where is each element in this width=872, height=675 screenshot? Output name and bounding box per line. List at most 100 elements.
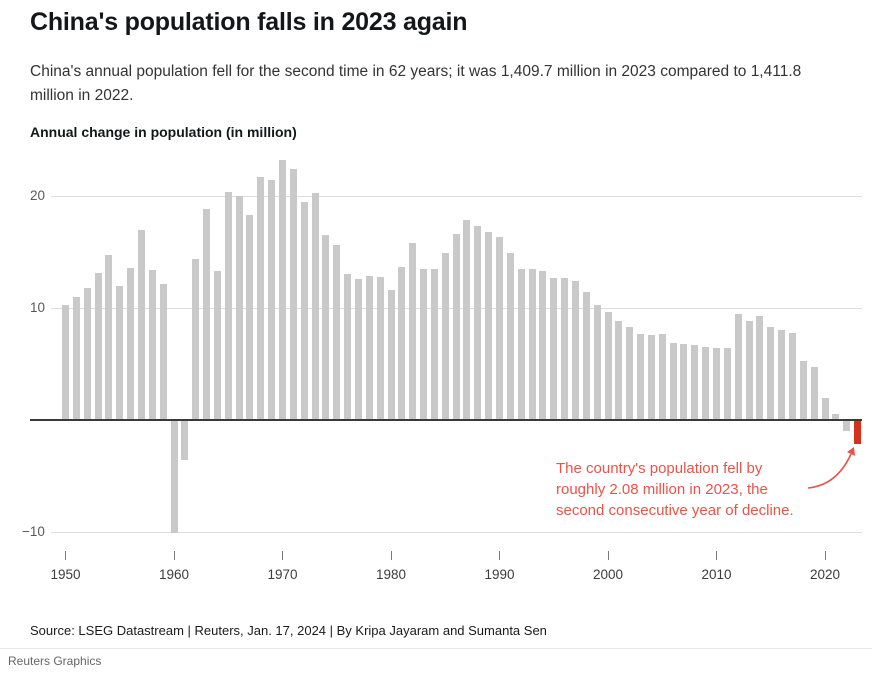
bar-2008 [691, 345, 699, 420]
chart-annotation: The country's population fell by roughly … [556, 458, 794, 521]
bar-2016 [778, 330, 786, 420]
bar-1962 [192, 259, 200, 420]
bar-1988 [474, 226, 482, 420]
bar-1960 [170, 421, 178, 533]
x-axis-label: 2000 [592, 567, 624, 582]
x-tick [716, 551, 717, 560]
bar-2002 [626, 327, 634, 420]
x-tick [499, 551, 500, 560]
bar-1969 [268, 180, 276, 420]
bar-1984 [430, 269, 438, 420]
bar-1957 [137, 230, 145, 420]
bar-1994 [539, 271, 547, 420]
annotation-line: second consecutive year of decline. [556, 502, 794, 519]
annotation-line: The country's population fell by [556, 460, 763, 477]
bar-1979 [376, 277, 384, 420]
bar-2015 [767, 327, 775, 420]
chart-heading: Annual change in population (in million) [30, 124, 297, 140]
zero-axis-line [30, 419, 862, 421]
x-axis-label: 2010 [701, 567, 732, 582]
bar-1997 [572, 281, 579, 420]
credit-bar: Reuters Graphics [0, 648, 872, 668]
bar-1991 [506, 253, 514, 420]
bar-1961 [181, 421, 189, 460]
bar-2004 [647, 335, 655, 420]
bar-2010 [713, 348, 720, 420]
bar-2007 [680, 344, 688, 420]
bar-2003 [637, 334, 644, 420]
bar-2021 [832, 414, 840, 420]
bar-1963 [203, 209, 210, 420]
bar-1959 [159, 284, 167, 420]
x-tick [824, 551, 826, 560]
y-axis-label: −10 [22, 523, 51, 541]
bar-1950 [62, 305, 69, 420]
bar-1992 [517, 269, 525, 420]
bar-1954 [105, 255, 113, 420]
bar-2023-highlight [854, 421, 861, 444]
bar-1995 [550, 278, 558, 420]
bar-1970 [279, 160, 286, 420]
bar-2005 [658, 334, 666, 420]
bar-2013 [745, 321, 753, 420]
y-gridline [30, 531, 862, 533]
bar-1989 [485, 232, 493, 420]
bar-1967 [246, 215, 254, 420]
bar-2000 [604, 312, 612, 420]
bar-1998 [582, 292, 590, 420]
bar-1972 [300, 202, 308, 420]
bar-2014 [756, 316, 764, 420]
bar-2022 [843, 421, 851, 431]
bar-1977 [354, 279, 362, 420]
bar-2001 [615, 321, 623, 420]
x-axis-label: 2020 [809, 567, 841, 582]
subtitle: China's annual population fell for the s… [30, 63, 802, 105]
bar-1958 [148, 270, 156, 420]
bar-1986 [452, 234, 460, 420]
bar-2020 [821, 398, 829, 420]
bar-2019 [810, 367, 818, 420]
page-title: China's population falls in 2023 again [30, 8, 468, 36]
bar-1956 [127, 268, 135, 420]
bar-1993 [528, 269, 536, 420]
bar-1976 [344, 274, 352, 420]
x-tick [173, 551, 175, 560]
bar-1981 [398, 267, 406, 420]
bar-1952 [83, 288, 91, 420]
bar-1951 [72, 297, 80, 420]
x-axis-label: 1950 [50, 567, 81, 582]
bar-1955 [116, 286, 124, 420]
source-line: Source: LSEG Datastream | Reuters, Jan. … [30, 623, 547, 638]
y-axis-label: 10 [30, 299, 52, 317]
x-axis-label: 1960 [158, 567, 190, 582]
bar-1965 [224, 192, 232, 420]
bar-1996 [561, 278, 569, 420]
credit: Reuters Graphics [8, 654, 102, 668]
x-axis-label: 1990 [484, 567, 515, 582]
bar-1990 [496, 237, 503, 420]
x-tick [282, 551, 283, 560]
bar-2018 [799, 361, 807, 420]
x-tick [390, 551, 392, 560]
bar-1987 [463, 220, 471, 420]
bar-1975 [333, 245, 341, 420]
bar-2006 [669, 343, 677, 420]
x-axis-label: 1980 [375, 567, 407, 582]
bar-1966 [235, 196, 243, 420]
bar-2017 [788, 333, 796, 420]
bar-1953 [94, 273, 102, 420]
bar-1999 [593, 305, 601, 420]
annotation-line: roughly 2.08 million in 2023, the [556, 481, 768, 498]
y-gridline [30, 195, 862, 197]
bar-1980 [387, 290, 395, 420]
bar-1964 [213, 271, 221, 420]
y-axis-label: 20 [30, 187, 52, 205]
bar-1971 [289, 169, 297, 420]
bar-2009 [702, 347, 710, 420]
bar-1973 [311, 193, 319, 420]
bar-1985 [441, 253, 449, 420]
bar-1978 [365, 276, 373, 420]
bar-1968 [257, 177, 265, 420]
